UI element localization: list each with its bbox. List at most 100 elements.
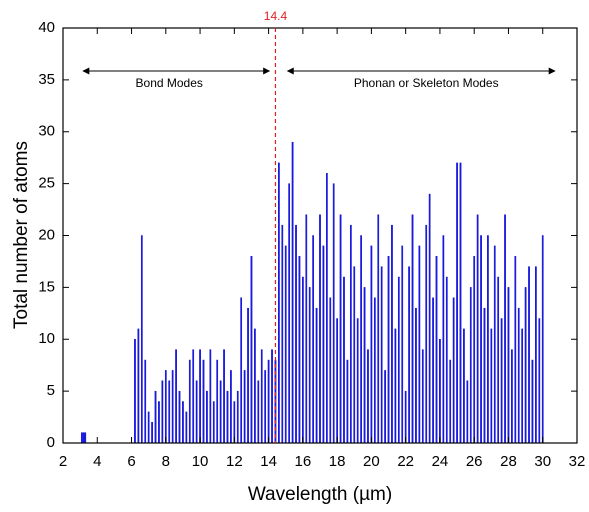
- bar: [236, 390, 239, 444]
- y-tick-label: 30: [38, 123, 55, 140]
- bar: [425, 224, 428, 444]
- bar: [223, 349, 225, 444]
- bar: [343, 276, 345, 444]
- y-tick-label: 15: [38, 278, 55, 295]
- bar: [158, 401, 160, 444]
- bar: [161, 380, 164, 444]
- bar: [332, 183, 335, 444]
- bar: [356, 318, 359, 444]
- x-tick-label: 26: [466, 453, 483, 470]
- bar: [483, 307, 486, 444]
- bar: [195, 380, 198, 444]
- bar: [411, 214, 414, 444]
- bar: [137, 328, 140, 444]
- bar: [140, 235, 143, 444]
- y-tick-label: 25: [38, 175, 55, 192]
- bar: [428, 193, 431, 444]
- bar: [339, 214, 342, 444]
- bar: [247, 307, 249, 444]
- y-tick-label: 20: [38, 226, 55, 243]
- x-tick-label: 6: [127, 453, 135, 470]
- bar: [185, 411, 188, 444]
- bar: [295, 224, 297, 444]
- bar: [524, 287, 527, 444]
- bar: [432, 297, 434, 444]
- bar: [154, 390, 157, 444]
- bar: [192, 349, 195, 444]
- y-tick-label: 40: [38, 19, 55, 36]
- bar: [206, 390, 208, 444]
- bar: [82, 432, 85, 444]
- bar: [147, 411, 150, 444]
- bar: [219, 380, 222, 444]
- bar: [346, 359, 349, 444]
- bar: [315, 307, 318, 444]
- bar: [302, 276, 304, 444]
- x-tick-label: 12: [226, 453, 243, 470]
- y-tick-label: 35: [38, 71, 55, 88]
- bar: [538, 318, 541, 444]
- bar: [151, 422, 153, 444]
- bar: [387, 256, 390, 444]
- bar: [500, 318, 503, 444]
- bar: [171, 370, 174, 444]
- bar: [490, 328, 493, 444]
- bar: [278, 162, 280, 444]
- bar: [209, 349, 212, 444]
- bar: [308, 287, 311, 444]
- bar: [507, 287, 510, 444]
- x-tick-label: 28: [500, 453, 517, 470]
- bar: [367, 349, 369, 444]
- x-tick-label: 30: [534, 453, 551, 470]
- x-tick-label: 8: [162, 453, 170, 470]
- bar: [469, 287, 472, 444]
- bar: [511, 349, 513, 444]
- bar: [202, 359, 205, 444]
- bar: [336, 318, 338, 444]
- bar: [254, 328, 256, 444]
- bar: [528, 266, 530, 444]
- y-axis-label: Total number of atoms: [11, 141, 32, 329]
- bar: [459, 162, 462, 444]
- bar: [380, 266, 383, 444]
- bar: [212, 401, 215, 444]
- bar: [463, 328, 465, 444]
- bar: [360, 235, 362, 444]
- bar: [394, 328, 397, 444]
- bar: [456, 162, 458, 444]
- bar: [517, 307, 520, 444]
- bar: [199, 349, 201, 444]
- bar: [521, 328, 524, 444]
- bar: [418, 245, 421, 444]
- bar: [421, 349, 424, 444]
- bar: [408, 266, 410, 444]
- bar: [473, 256, 476, 444]
- x-tick-label: 20: [363, 453, 380, 470]
- bar: [449, 359, 452, 444]
- bar: [291, 141, 294, 444]
- bar: [397, 276, 400, 444]
- x-tick-label: 32: [569, 453, 586, 470]
- x-tick-label: 16: [295, 453, 312, 470]
- bar: [305, 214, 308, 444]
- x-tick-label: 4: [93, 453, 101, 470]
- bar: [144, 359, 147, 444]
- bar: [260, 349, 263, 444]
- bar: [349, 224, 352, 444]
- bar: [541, 235, 544, 444]
- bar: [466, 380, 469, 444]
- bar: [452, 297, 455, 444]
- bar: [182, 401, 184, 444]
- y-tick-label: 5: [47, 382, 55, 399]
- bar: [415, 307, 417, 444]
- x-axis-label: Wavelength (µm): [248, 484, 392, 505]
- reference-label: 14.4: [264, 9, 288, 23]
- bar: [435, 256, 438, 444]
- bar: [514, 256, 517, 444]
- bar: [281, 224, 284, 444]
- bar: [188, 359, 191, 444]
- bar: [134, 339, 136, 444]
- y-tick-label: 0: [47, 434, 55, 451]
- bar: [271, 349, 273, 444]
- bar: [391, 224, 393, 444]
